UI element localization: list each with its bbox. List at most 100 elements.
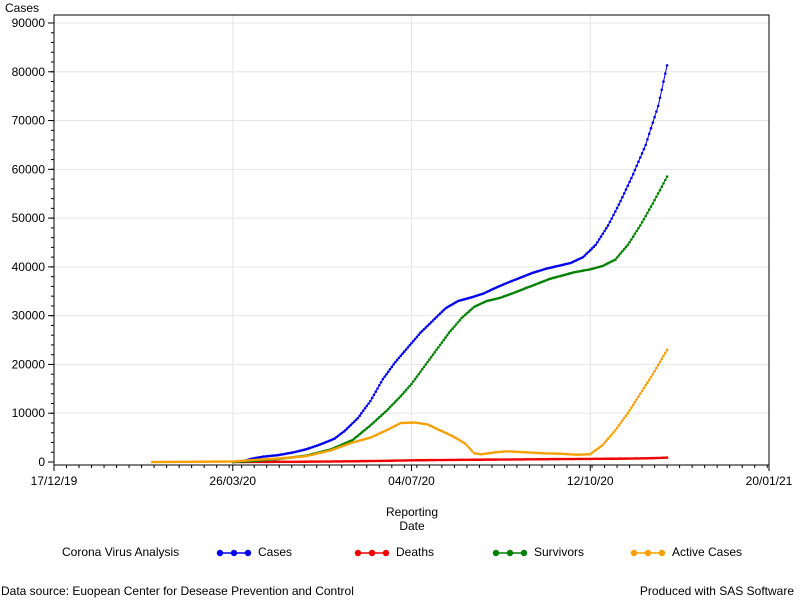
y-tick-label: 90000 (12, 16, 46, 30)
data-point (467, 310, 471, 314)
data-point (569, 457, 572, 461)
data-point (647, 456, 651, 460)
y-axis-label: Cases (5, 1, 39, 15)
data-point (587, 457, 590, 461)
x-axis-label-line-1: Reporting (386, 505, 438, 519)
data-point (601, 232, 605, 236)
data-point (599, 445, 603, 448)
data-point (603, 229, 606, 233)
data-point (394, 400, 397, 403)
data-point (283, 460, 286, 464)
data-point (628, 240, 631, 244)
data-point (378, 384, 381, 387)
data-point (379, 414, 383, 418)
data-point (463, 313, 467, 317)
data-point (521, 458, 524, 461)
data-point (622, 247, 626, 251)
data-point (345, 427, 349, 430)
data-point (528, 458, 531, 461)
data-point (617, 424, 621, 427)
data-point (637, 226, 640, 230)
data-point (440, 341, 444, 344)
data-point (181, 460, 184, 464)
data-point (665, 64, 669, 67)
data-point (630, 457, 633, 460)
data-point (285, 460, 288, 464)
data-point (476, 458, 479, 462)
data-point (438, 343, 442, 347)
data-point (583, 457, 587, 461)
data-point (462, 315, 465, 318)
data-point (308, 460, 311, 463)
data-point (335, 460, 338, 463)
data-point (410, 421, 413, 424)
data-point (172, 460, 176, 464)
data-point (361, 459, 365, 463)
data-point (614, 210, 617, 213)
data-point (606, 457, 610, 461)
data-point (581, 255, 585, 259)
data-point (538, 457, 542, 461)
data-point (170, 460, 174, 464)
data-point (399, 394, 403, 398)
data-point (492, 458, 496, 461)
data-point (408, 384, 412, 388)
data-point (503, 458, 506, 461)
data-point (571, 457, 574, 461)
data-point (408, 344, 412, 347)
data-point (276, 460, 279, 464)
data-point (419, 370, 422, 374)
data-point (426, 360, 429, 364)
data-point (220, 460, 224, 463)
data-point (311, 460, 315, 463)
series-line-cases (232, 65, 668, 463)
data-point (433, 351, 437, 354)
data-point (555, 457, 558, 461)
data-point (286, 460, 290, 464)
data-point (533, 458, 537, 461)
data-point (463, 442, 467, 445)
data-point (647, 208, 651, 211)
y-tick-label: 60000 (12, 162, 46, 176)
data-point (644, 384, 647, 387)
data-point (453, 458, 456, 462)
data-point (412, 459, 415, 462)
data-point (662, 80, 665, 83)
data-point (621, 419, 624, 422)
x-tick-label: 12/10/20 (567, 474, 614, 488)
data-point (592, 245, 596, 248)
grid-lines (54, 15, 769, 465)
data-point (647, 378, 651, 382)
data-point (622, 457, 626, 460)
data-point (406, 386, 410, 390)
y-tick-label: 40000 (12, 260, 46, 274)
data-point (465, 312, 469, 315)
data-point (422, 365, 426, 369)
data-point (456, 458, 460, 462)
data-point (647, 132, 651, 136)
data-point (263, 460, 267, 464)
data-point (656, 456, 660, 460)
data-point (360, 411, 363, 415)
legend-swatch-cases (216, 549, 252, 557)
data-point (428, 458, 431, 462)
data-point (658, 360, 662, 364)
data-point (513, 458, 517, 461)
data-point (358, 432, 362, 436)
data-point (606, 437, 610, 441)
data-point (446, 333, 449, 337)
data-point (438, 312, 442, 315)
data-point (644, 214, 647, 218)
data-point (415, 458, 419, 462)
data-point (394, 360, 397, 364)
data-point (635, 457, 638, 460)
data-point (428, 322, 431, 326)
data-point (562, 457, 565, 461)
series-cases (231, 64, 669, 464)
y-tick-label: 70000 (12, 114, 46, 128)
data-point (356, 459, 360, 463)
data-point (156, 460, 159, 464)
data-point (299, 460, 303, 464)
x-tick-label: 26/03/20 (209, 474, 256, 488)
series-active-cases (151, 348, 669, 464)
